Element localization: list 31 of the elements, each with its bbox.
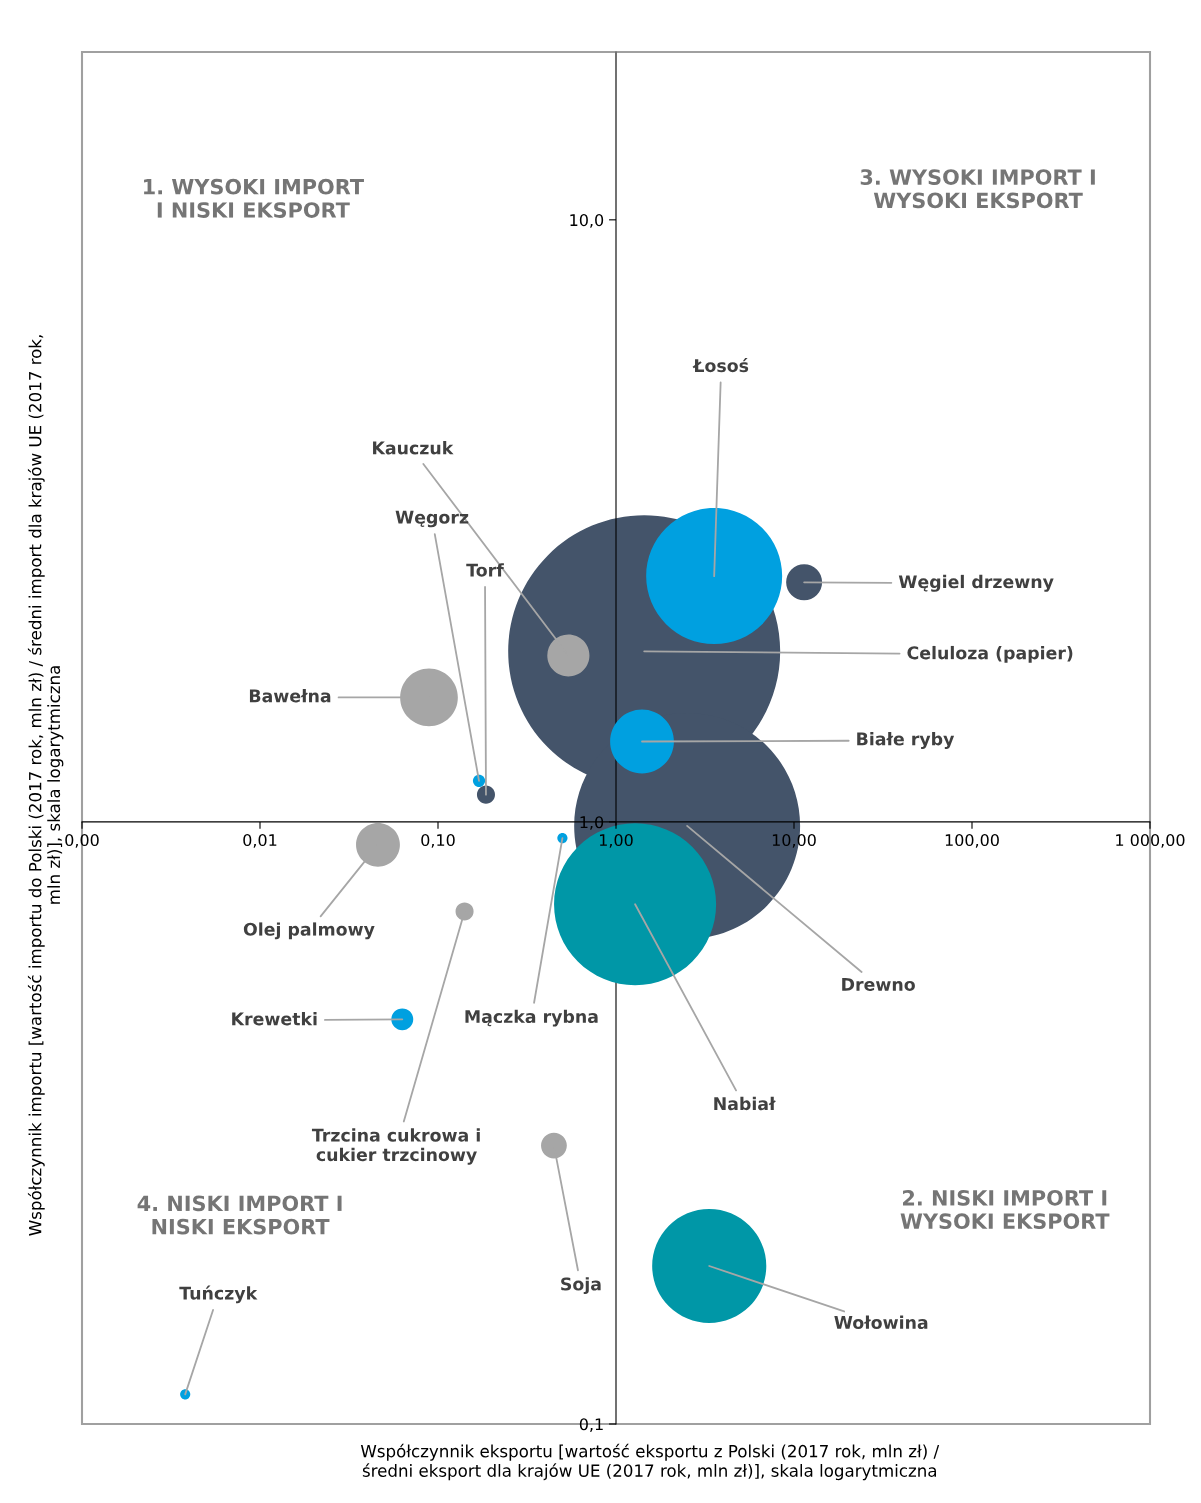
annotation: Drewno	[842, 978, 915, 991]
annotation: 1. WYSOKI IMPORT I NISKI EKSPORT	[144, 178, 364, 218]
annotation: Trzcina cukrowa i cukier trzcinowy	[311, 1128, 480, 1165]
annotation: Torf	[466, 563, 504, 577]
annotation: 4. NISKI IMPORT I NISKI EKSPORT	[137, 1195, 342, 1235]
annotation: Węgiel drzewny	[898, 574, 1054, 592]
annotation: Węgorz	[395, 510, 469, 528]
x-axis-title: Współczynnik eksportu [wartość eksportu z Polski (2017 rok, mln zł) / średni eksport dla krajów UE (2017 rok, mln zł)], skala logarytmiczna	[360, 1443, 940, 1481]
annotation: Bawełna	[249, 688, 331, 703]
x-tick-label: 1 000,00	[1116, 834, 1185, 848]
x-tick-label: 0,01	[243, 834, 277, 848]
x-tick-label: 100,00	[945, 834, 999, 848]
annotation: Kauczuk	[373, 441, 454, 455]
annotation: Olej palmowy	[243, 922, 375, 940]
y-axis-title: Współczynnik importu [wartość importu do Polski (2017 rok, mln zł) / średni import dla krajów UE (2017 rok, mln zł)], skala logarytmiczna	[27, 335, 64, 1236]
annotation: Krewetki	[232, 1011, 317, 1026]
x-tick-label: 0,00	[65, 834, 99, 848]
annotation: Celuloza (papier)	[907, 645, 1073, 663]
x-tick-label: 1,00	[599, 834, 633, 848]
annotation: Tuńczyk	[179, 1285, 258, 1304]
x-tick-label: 0,10	[421, 834, 455, 848]
annotation: Białe ryby	[857, 732, 955, 749]
annotation: 3. WYSOKI IMPORT I WYSOKI EKSPORT	[860, 169, 1095, 209]
annotation: Soja	[561, 1277, 601, 1295]
annotation: 2. NISKI IMPORT I WYSOKI EKSPORT	[900, 1189, 1110, 1230]
y-tick-label: 0,1	[579, 1418, 603, 1432]
annotation: Łosoś	[692, 358, 749, 373]
y-tick-label: 10,0	[570, 214, 604, 228]
annotation: Nabiał	[714, 1096, 776, 1111]
annotation: Mączka rybna	[465, 1009, 598, 1027]
annotation: Wołowina	[834, 1315, 928, 1330]
